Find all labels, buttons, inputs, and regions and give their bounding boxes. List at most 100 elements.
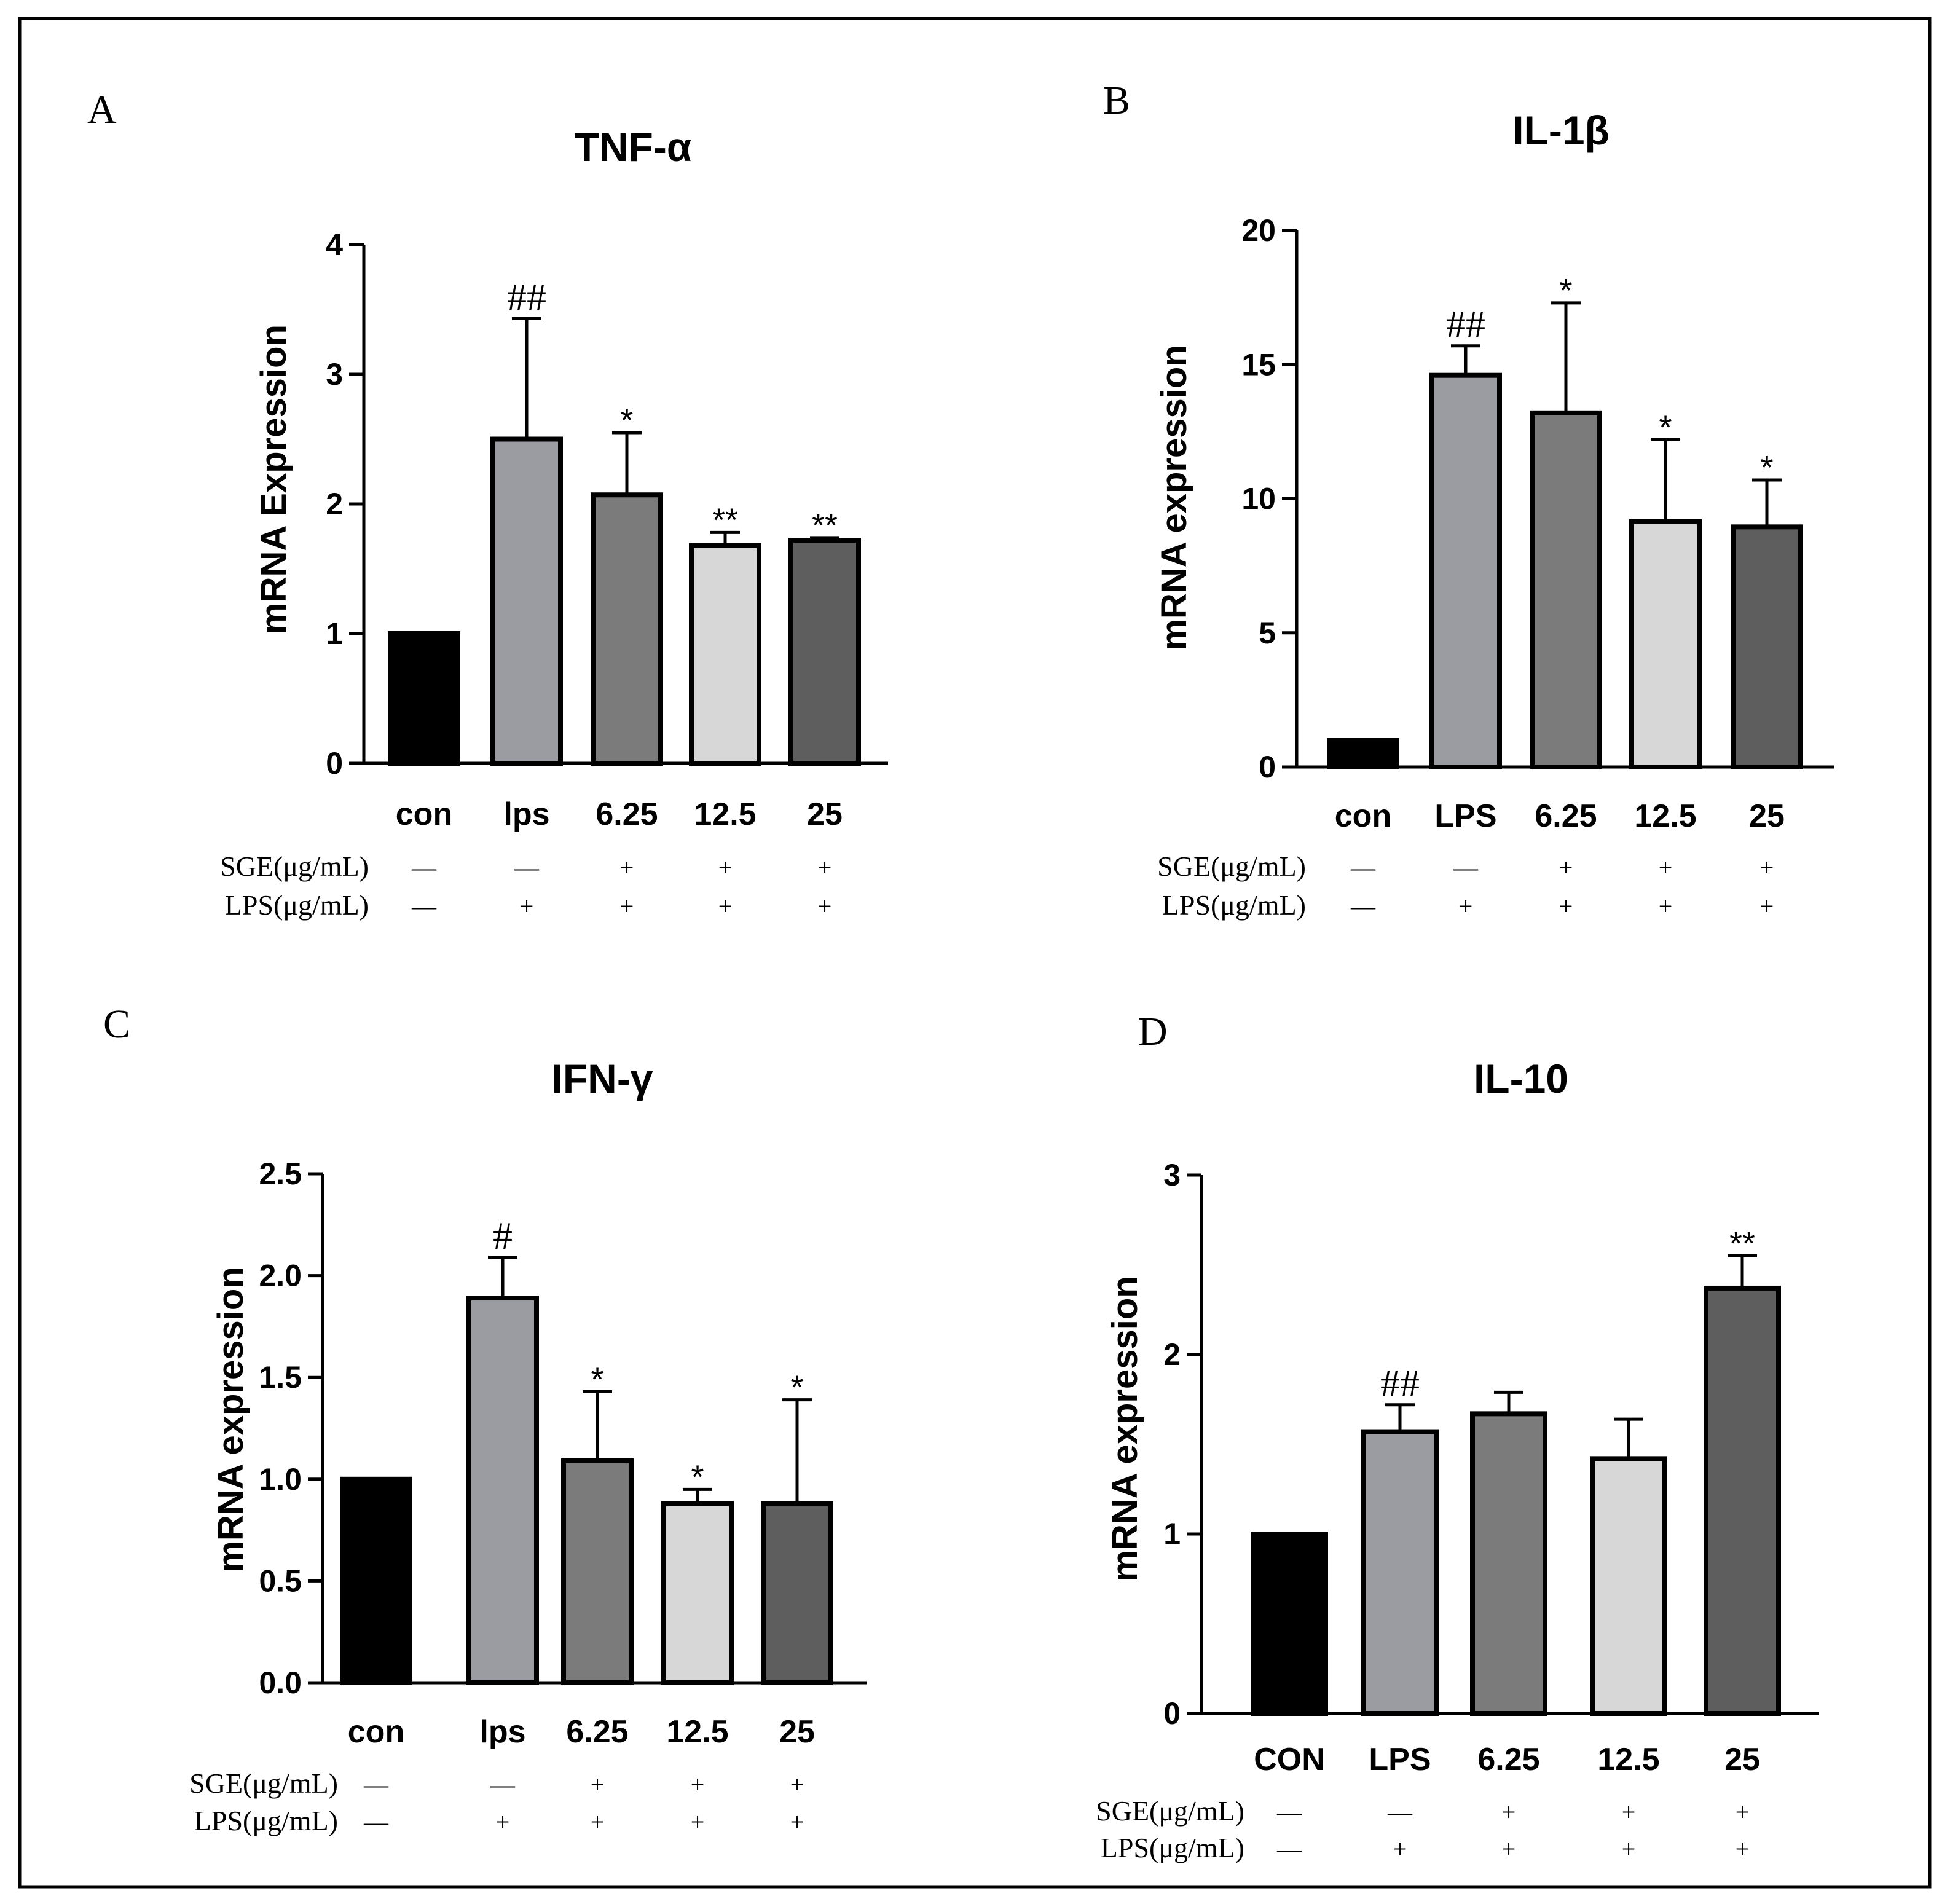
y-axis-label: mRNA expression [211, 1267, 251, 1572]
bar-25 [788, 538, 861, 766]
y-axis-label: mRNA expression [1105, 1276, 1145, 1581]
condition-row-label: SGE(μg/mL) [189, 1768, 338, 1799]
condition-sign: — [490, 1771, 516, 1798]
panels: A TNF-α mRNA Expression 0 1 2 3 4 con ## lps * 6.25 *… [87, 78, 1834, 1863]
chart-panel-b: B IL-1β mRNA expression 0 5 10 15 20 con ## LPS * 6.… [1103, 78, 1834, 921]
bar-12.5 [1590, 1456, 1667, 1717]
y-tick-label: 4 [326, 227, 343, 262]
y-tick-label: 3 [1163, 1158, 1181, 1192]
y-tick-label: 1 [326, 616, 343, 651]
chart-title: IFN-γ [552, 1056, 653, 1101]
bar-12.5 [689, 543, 761, 766]
significance-annotation: * [1659, 409, 1672, 446]
condition-sign: + [1659, 892, 1673, 920]
condition-sign: — [363, 1771, 389, 1798]
x-category-label: 6.25 [596, 797, 658, 832]
y-tick-label: 1.0 [259, 1462, 302, 1497]
chart-panel-d: D IL-10 mRNA expression 0 1 2 3 CON ## LPS 6.25 12.… [1096, 1009, 1819, 1863]
condition-sign: — [1276, 1798, 1302, 1826]
y-tick-label: 0 [1259, 750, 1276, 784]
panel-label: D [1138, 1009, 1168, 1054]
condition-sign: — [1453, 854, 1479, 881]
bar-lps [1429, 372, 1502, 769]
significance-annotation: ** [712, 502, 738, 538]
y-tick-label: 3 [326, 357, 343, 391]
condition-row-label: LPS(μg/mL) [1101, 1832, 1244, 1863]
condition-row-label: LPS(μg/mL) [194, 1805, 338, 1836]
condition-row-label: LPS(μg/mL) [1162, 889, 1306, 921]
y-tick-label: 20 [1241, 213, 1276, 248]
condition-sign: + [591, 1771, 605, 1798]
condition-sign: + [1459, 892, 1473, 920]
condition-sign: — [363, 1808, 389, 1836]
x-category-label: 6.25 [566, 1714, 628, 1750]
bar-6.25 [1530, 410, 1602, 769]
significance-annotation: * [691, 1458, 704, 1495]
y-tick-label: 1 [1163, 1517, 1181, 1551]
hash-annotation: ## [1380, 1361, 1420, 1405]
condition-sign: + [1659, 854, 1673, 881]
x-category-label: lps [479, 1714, 525, 1750]
bar-12.5 [1629, 519, 1702, 769]
condition-sign: + [818, 854, 832, 881]
condition-sign: + [1559, 854, 1573, 881]
y-tick-label: 2 [326, 487, 343, 521]
condition-sign: + [591, 1808, 605, 1836]
condition-row-label: SGE(μg/mL) [1096, 1795, 1244, 1827]
y-tick-label: 0.0 [259, 1666, 302, 1700]
condition-sign: + [620, 892, 634, 920]
x-category-label: con [1335, 798, 1391, 834]
condition-sign: + [496, 1808, 510, 1836]
x-category-label: 6.25 [1477, 1742, 1539, 1777]
x-category-label: con [396, 797, 452, 832]
significance-annotation: ** [812, 507, 838, 544]
condition-sign: + [1393, 1835, 1407, 1863]
y-tick-label: 0 [326, 746, 343, 781]
condition-sign: + [1760, 892, 1774, 920]
bar-con [340, 1476, 412, 1686]
condition-sign: — [1276, 1835, 1302, 1863]
bar-12.5 [661, 1501, 734, 1685]
bar-con [1251, 1532, 1328, 1716]
condition-sign: — [411, 892, 437, 920]
panel-label: C [103, 1002, 130, 1047]
condition-sign: + [1502, 1835, 1516, 1863]
condition-row-label: SGE(μg/mL) [220, 851, 369, 882]
condition-sign: — [1387, 1798, 1413, 1826]
condition-sign: — [1350, 892, 1376, 920]
y-tick-label: 5 [1259, 616, 1276, 650]
x-category-label: 25 [779, 1714, 815, 1750]
condition-sign: + [818, 892, 832, 920]
condition-sign: + [520, 892, 534, 920]
x-category-label: 25 [807, 797, 843, 832]
y-tick-label: 2.5 [259, 1157, 302, 1191]
x-category-label: CON [1254, 1742, 1325, 1777]
condition-sign: + [691, 1771, 705, 1798]
condition-sign: + [691, 1808, 705, 1836]
x-category-label: lps [503, 797, 549, 832]
significance-annotation: ** [1729, 1225, 1755, 1262]
y-axis-label: mRNA expression [1154, 345, 1194, 650]
condition-row-label: SGE(μg/mL) [1157, 851, 1306, 882]
x-category-label: 12.5 [666, 1714, 728, 1750]
condition-sign: — [411, 854, 437, 881]
hash-annotation: ## [1446, 302, 1485, 346]
significance-annotation: * [1760, 449, 1773, 486]
bar-con [1327, 738, 1399, 769]
bar-6.25 [561, 1458, 634, 1685]
significance-annotation: * [790, 1369, 803, 1406]
y-tick-label: 2 [1163, 1337, 1181, 1372]
condition-sign: — [514, 854, 540, 881]
hash-annotation: # [493, 1214, 513, 1257]
y-tick-label: 2.0 [259, 1259, 302, 1293]
condition-sign: + [718, 854, 733, 881]
x-category-label: 12.5 [1597, 1742, 1659, 1777]
condition-sign: + [1736, 1798, 1750, 1826]
bar-lps [466, 1296, 539, 1685]
condition-sign: + [1622, 1798, 1636, 1826]
x-category-label: 25 [1724, 1742, 1760, 1777]
condition-sign: + [1760, 854, 1774, 881]
condition-sign: + [1559, 892, 1573, 920]
chart-title: IL-1β [1512, 108, 1610, 153]
chart-panel-a: A TNF-α mRNA Expression 0 1 2 3 4 con ## lps * 6.25 *… [87, 87, 888, 921]
